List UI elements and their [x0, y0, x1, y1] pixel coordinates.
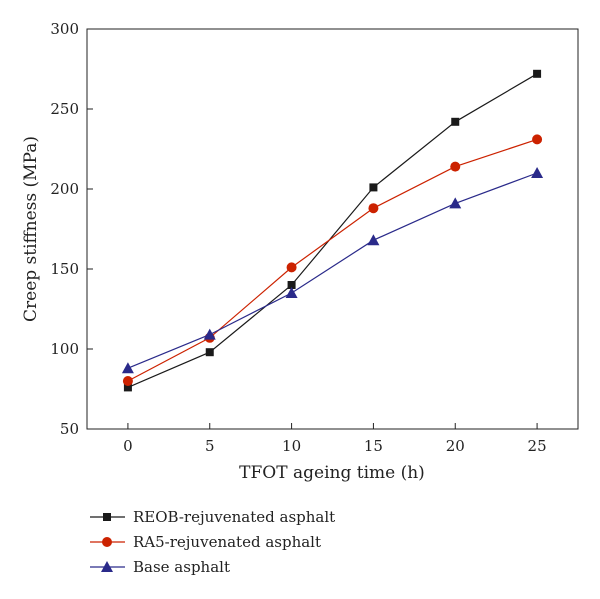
- series-1-point: [451, 117, 460, 126]
- series-2-point: [450, 161, 461, 172]
- series-3-point: [531, 167, 544, 178]
- legend-marker-3: [101, 561, 113, 572]
- x-axis-ticks: 0 5 10 15 20 25: [123, 423, 547, 455]
- legend-label-3: Base asphalt: [133, 558, 230, 576]
- plot-frame: [86, 28, 579, 430]
- x-tick-label: 10: [282, 437, 301, 455]
- x-tick-label: 0: [123, 437, 133, 455]
- series-3-point: [449, 197, 462, 209]
- series-1-point: [369, 183, 378, 192]
- legend-label-2: RA5-rejuvenated asphalt: [133, 533, 321, 551]
- series-line-1: [127, 73, 538, 388]
- series-2-point: [368, 203, 379, 214]
- series-3-point: [285, 287, 298, 298]
- y-tick-label: 50: [60, 420, 79, 438]
- series-layer: [121, 69, 544, 392]
- series-line-3: [127, 172, 538, 369]
- legend-label-1: REOB-rejuvenated asphalt: [133, 508, 335, 526]
- series-3-point: [367, 234, 380, 246]
- x-tick-label: 20: [446, 437, 465, 455]
- legend: REOB-rejuvenated asphalt RA5-rejuvenated …: [90, 508, 335, 576]
- series-1-point: [123, 383, 132, 392]
- series-line-2: [127, 138, 538, 382]
- legend-marker-2: [102, 537, 112, 547]
- x-tick-label: 25: [528, 437, 547, 455]
- series-1-point: [533, 69, 542, 78]
- y-tick-label: 100: [50, 340, 79, 358]
- y-tick-label: 250: [50, 100, 79, 118]
- legend-marker-1: [103, 513, 111, 521]
- series-1-point: [205, 348, 214, 357]
- series-3-point: [203, 328, 216, 340]
- series-3-point: [121, 362, 134, 374]
- series-2-point: [286, 262, 297, 273]
- x-axis-title: TFOT ageing time (h): [239, 463, 425, 483]
- y-tick-label: 200: [50, 180, 79, 198]
- y-tick-label: 150: [50, 260, 79, 278]
- y-axis-ticks: 50 100 150 200 250 300: [50, 20, 93, 438]
- x-tick-label: 5: [205, 437, 215, 455]
- y-tick-label: 300: [50, 20, 79, 38]
- x-tick-label: 15: [364, 437, 383, 455]
- series-2-point: [532, 134, 543, 145]
- series-1-point: [287, 281, 296, 289]
- series-2-point: [122, 376, 133, 386]
- y-axis-title: Creep stiffness (MPa): [21, 136, 41, 322]
